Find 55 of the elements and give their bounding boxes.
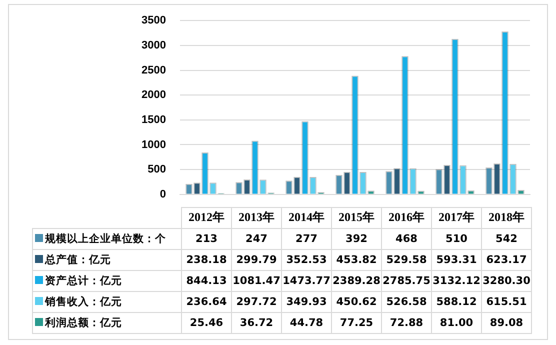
x-tick-label: 2012年 — [182, 208, 232, 228]
data-label: 392 — [332, 228, 382, 249]
y-tick-label: 2000 — [142, 89, 166, 102]
x-tick-label: 2016年 — [382, 208, 432, 228]
x-tick-label: 2015年 — [332, 208, 382, 228]
data-label: 593.31 — [432, 249, 482, 270]
data-label: 36.72 — [232, 312, 282, 333]
data-label: 615.51 — [482, 291, 532, 312]
data-label: 238.18 — [182, 249, 232, 270]
data-label: 2389.28 — [332, 270, 382, 291]
y-tick-label: 1000 — [142, 138, 166, 151]
data-label: 468 — [382, 228, 432, 249]
data-label: 542 — [482, 228, 532, 249]
data-label: 3132.12 — [432, 270, 482, 291]
x-tick-label: 2018年 — [482, 208, 532, 228]
legend-label: 规模以上企业单位数：个 — [32, 228, 182, 249]
data-label: 623.17 — [482, 249, 532, 270]
y-tick-label: 0 — [160, 188, 166, 200]
y-tick-label: 500 — [148, 164, 166, 176]
data-label: 352.53 — [282, 249, 332, 270]
legend-label: 利润总额：亿元 — [32, 312, 182, 333]
data-label: 297.72 — [232, 291, 282, 312]
x-tick-label: 2013年 — [232, 208, 282, 228]
data-label: 510 — [432, 228, 482, 249]
data-label: 3280.30 — [482, 270, 532, 291]
y-tick-label: 3500 — [142, 14, 166, 27]
data-label: 1473.77 — [282, 270, 332, 291]
y-tick-label: 2500 — [142, 64, 166, 76]
legend-label: 销售收入：亿元 — [32, 291, 182, 312]
data-label: 277 — [282, 228, 332, 249]
y-tick-label: 1500 — [142, 114, 166, 126]
data-label: 2785.75 — [382, 270, 432, 291]
data-label: 299.79 — [232, 249, 282, 270]
data-label: 89.08 — [482, 312, 532, 333]
data-label: 213 — [182, 228, 232, 249]
legend-label: 资产总计：亿元 — [32, 270, 182, 291]
data-label: 1081.47 — [232, 270, 282, 291]
data-label: 236.64 — [182, 291, 232, 312]
x-tick-label: 2014年 — [282, 208, 332, 228]
data-label: 72.88 — [382, 312, 432, 333]
x-tick-label: 2017年 — [432, 208, 482, 228]
data-label: 44.78 — [282, 312, 332, 333]
data-label: 247 — [232, 228, 282, 249]
data-label: 844.13 — [182, 270, 232, 291]
legend-label: 总产值：亿元 — [32, 249, 182, 270]
data-label: 588.12 — [432, 291, 482, 312]
data-label: 529.58 — [382, 249, 432, 270]
data-label: 25.46 — [182, 312, 232, 333]
data-label: 453.82 — [332, 249, 382, 270]
data-label: 526.58 — [382, 291, 432, 312]
data-label: 77.25 — [332, 312, 382, 333]
data-label: 349.93 — [282, 291, 332, 312]
y-tick-label: 3000 — [142, 39, 166, 52]
data-label: 450.62 — [332, 291, 382, 312]
data-label: 81.00 — [432, 312, 482, 333]
